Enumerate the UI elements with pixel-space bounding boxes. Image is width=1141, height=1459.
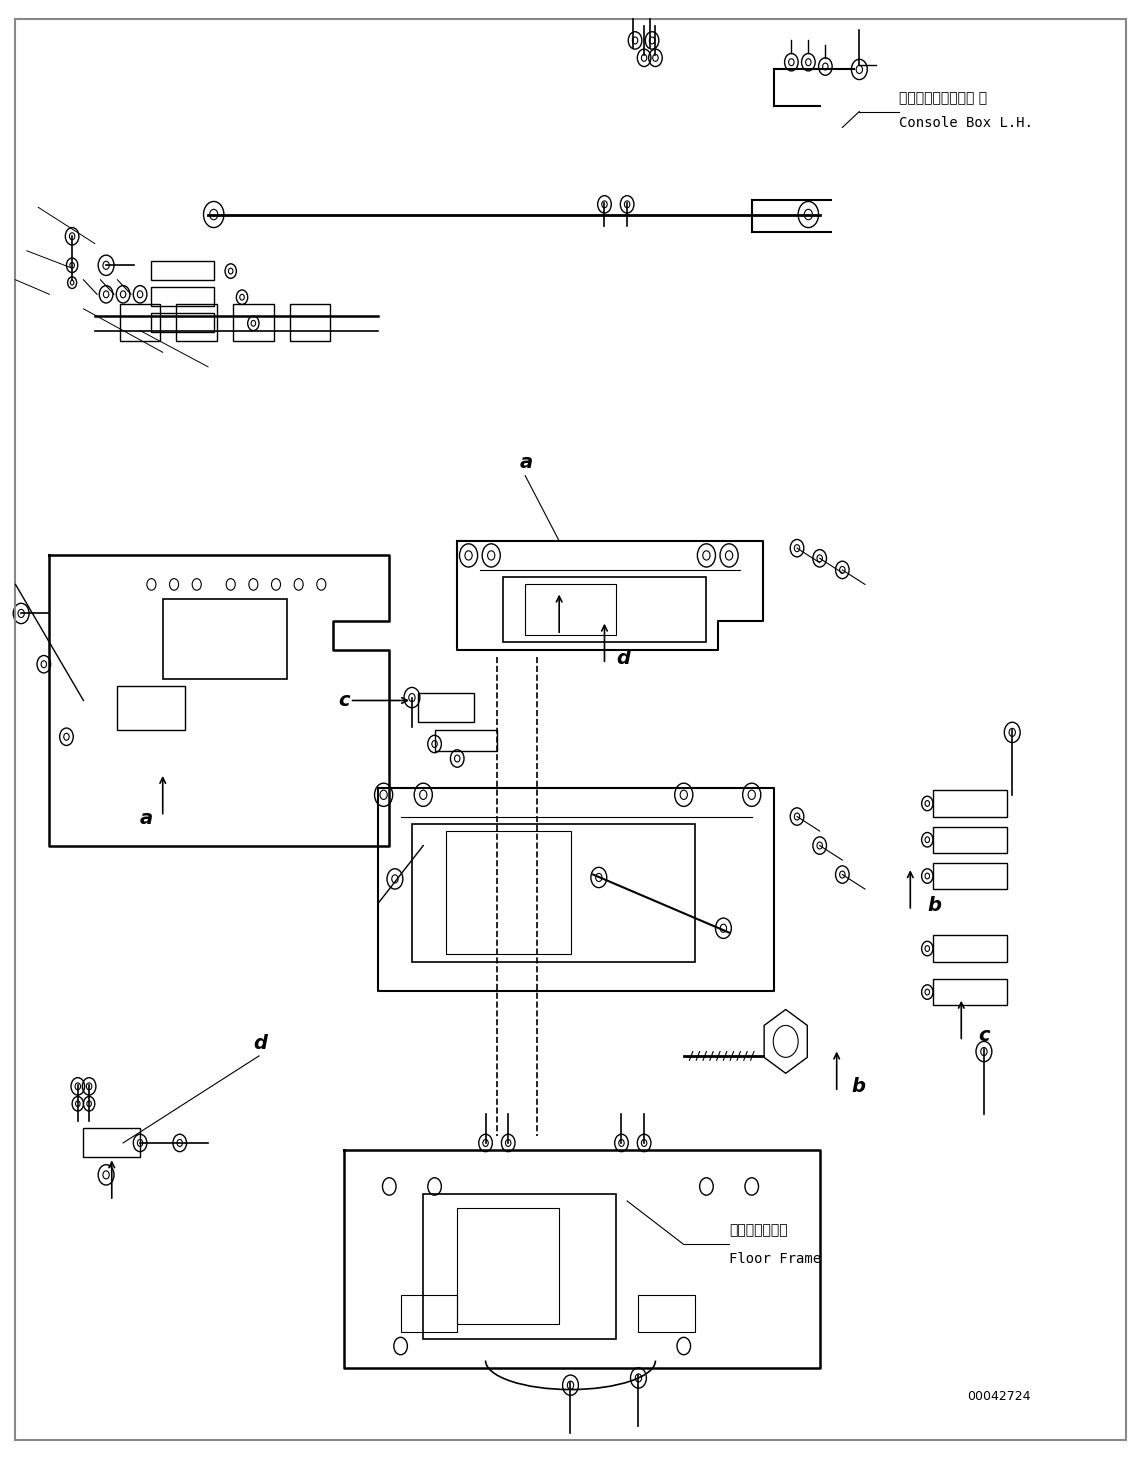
Text: c: c [338, 692, 350, 711]
Text: Floor Frame: Floor Frame [729, 1252, 822, 1266]
Bar [435, 730, 496, 751]
Text: コンソールボックス 左: コンソールボックス 左 [899, 92, 987, 105]
Text: b: b [928, 896, 941, 915]
Bar [933, 935, 1006, 961]
Text: Console Box L.H.: Console Box L.H. [899, 117, 1033, 130]
Bar [163, 600, 288, 678]
Bar [290, 305, 331, 341]
Bar [152, 287, 213, 306]
Bar [639, 1296, 695, 1332]
Bar [525, 585, 616, 635]
Text: a: a [519, 454, 533, 473]
Bar [118, 686, 185, 730]
Text: d: d [616, 649, 630, 668]
Bar [83, 1128, 140, 1157]
Bar [177, 305, 217, 341]
Bar [458, 1208, 559, 1325]
Bar [120, 305, 161, 341]
Text: b: b [851, 1077, 865, 1096]
Bar [446, 832, 570, 954]
Bar [933, 827, 1006, 854]
Bar [152, 314, 213, 333]
Bar [418, 693, 475, 722]
Bar [152, 261, 213, 280]
Bar [933, 979, 1006, 1005]
Text: a: a [140, 808, 153, 827]
Bar [400, 1296, 458, 1332]
Text: フロアフレーム: フロアフレーム [729, 1223, 787, 1237]
Text: 00042724: 00042724 [966, 1390, 1030, 1404]
Bar [933, 862, 1006, 889]
Text: d: d [253, 1033, 267, 1052]
Bar [933, 791, 1006, 817]
Bar [502, 578, 706, 642]
Bar [233, 305, 274, 341]
Text: c: c [978, 1026, 989, 1046]
Bar [412, 824, 695, 961]
Bar [423, 1193, 616, 1339]
